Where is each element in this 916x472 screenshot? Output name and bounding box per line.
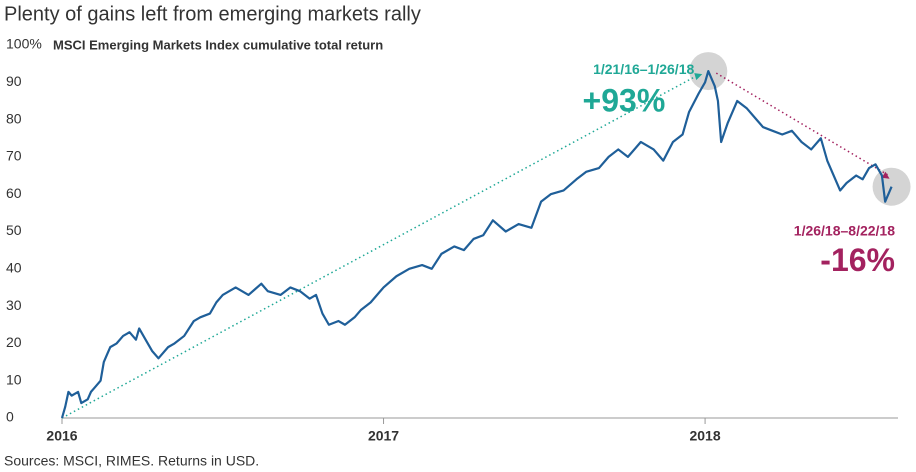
annotation-value: -16% bbox=[820, 242, 895, 278]
y-tick-label: 40 bbox=[6, 260, 22, 276]
y-tick-label: 70 bbox=[6, 148, 22, 164]
source-note: Sources: MSCI, RIMES. Returns in USD. bbox=[4, 453, 259, 469]
trend-line bbox=[715, 72, 888, 176]
x-tick-label: 2016 bbox=[46, 428, 77, 444]
annotation-label: 1/26/18–8/22/18 bbox=[794, 222, 895, 238]
y-tick-label: 100% bbox=[6, 36, 42, 52]
x-tick-label: 2017 bbox=[368, 428, 399, 444]
annotation-value: +93% bbox=[583, 83, 666, 119]
y-tick-label: 20 bbox=[6, 334, 22, 350]
x-tick-label: 2018 bbox=[689, 428, 720, 444]
data-line bbox=[60, 70, 893, 419]
y-tick-label: 50 bbox=[6, 222, 22, 238]
y-tick-label: 90 bbox=[6, 73, 22, 89]
y-tick-label: 80 bbox=[6, 110, 22, 126]
y-tick-label: 60 bbox=[6, 185, 22, 201]
y-tick-label: 10 bbox=[6, 371, 22, 387]
arrow-head bbox=[694, 73, 703, 81]
arrow-head bbox=[881, 171, 890, 179]
y-tick-label: 0 bbox=[6, 409, 14, 425]
trend-line bbox=[61, 76, 695, 419]
y-tick-label: 30 bbox=[6, 297, 22, 313]
chart-title: Plenty of gains left from emerging marke… bbox=[4, 3, 421, 25]
annotation-label: 1/21/16–1/26/18 bbox=[593, 61, 694, 77]
chart-subtitle: MSCI Emerging Markets Index cumulative t… bbox=[53, 37, 383, 52]
